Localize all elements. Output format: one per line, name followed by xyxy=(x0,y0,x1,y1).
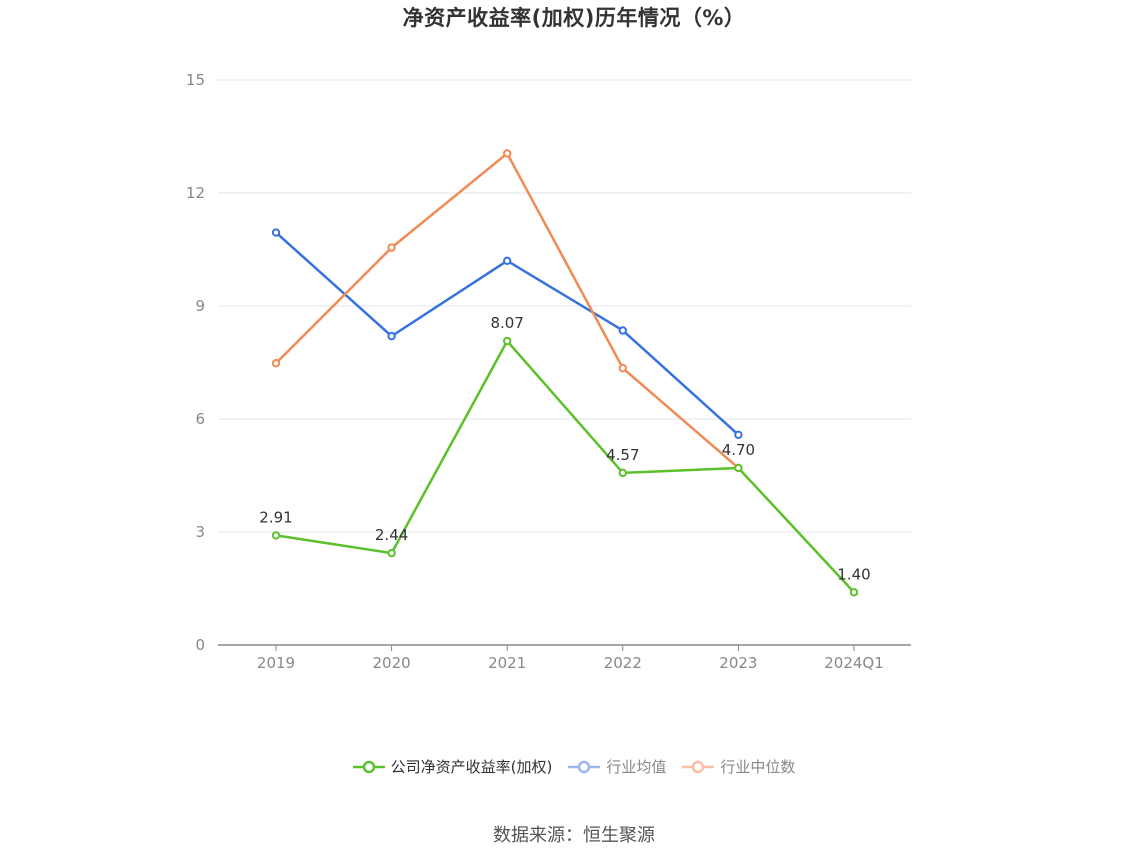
x-tick-label: 2022 xyxy=(604,654,642,672)
x-tick-label: 2023 xyxy=(719,654,757,672)
series-line xyxy=(275,152,740,469)
data-point xyxy=(618,363,627,373)
data-point xyxy=(387,331,396,341)
data-label: 4.57 xyxy=(606,446,639,464)
data-label: 8.07 xyxy=(490,314,523,332)
data-point xyxy=(618,468,627,478)
data-point xyxy=(618,326,627,335)
y-tick-label: 15 xyxy=(186,71,205,89)
x-tick-label: 2020 xyxy=(373,654,411,672)
data-label: 4.70 xyxy=(722,441,755,459)
legend-item-industry-mean[interactable]: 行业均值 xyxy=(568,756,666,777)
data-label: 1.40 xyxy=(837,565,870,583)
x-tick-label: 2024Q1 xyxy=(824,654,884,672)
legend-line-marker-icon xyxy=(568,760,601,773)
y-tick-label: 9 xyxy=(195,297,205,315)
y-tick-label: 3 xyxy=(195,523,205,541)
legend-item-industry-median[interactable]: 行业中位数 xyxy=(682,756,795,777)
x-tick-label: 2019 xyxy=(257,654,295,672)
data-point xyxy=(271,359,281,368)
y-tick-label: 0 xyxy=(195,636,205,654)
legend-line-marker-icon xyxy=(352,760,385,773)
data-point xyxy=(271,531,281,540)
data-label: 2.44 xyxy=(375,526,408,544)
data-point xyxy=(734,430,743,440)
series-line xyxy=(275,339,855,594)
y-tick-label: 6 xyxy=(195,410,205,428)
legend-item-company[interactable]: 公司净资产收益率(加权) xyxy=(352,756,553,777)
data-point xyxy=(503,336,512,346)
chart-title: 净资产收益率(加权)历年情况（%） xyxy=(402,6,746,30)
x-tick-label: 2021 xyxy=(488,654,526,672)
legend: 公司净资产收益率(加权) 行业均值 行业中位数 xyxy=(0,756,1148,777)
legend-line-marker-icon xyxy=(682,760,715,773)
data-point xyxy=(387,243,396,252)
legend-label: 行业中位数 xyxy=(720,758,796,776)
data-point xyxy=(271,228,281,237)
legend-label: 公司净资产收益率(加权) xyxy=(390,758,553,776)
data-point xyxy=(387,548,396,558)
data-source-note: 数据来源：恒生聚源 xyxy=(493,825,655,846)
y-tick-label: 12 xyxy=(186,184,205,202)
data-point xyxy=(503,256,512,265)
legend-label: 行业均值 xyxy=(606,758,667,776)
data-label: 2.91 xyxy=(259,508,292,526)
data-point xyxy=(734,463,743,473)
data-point xyxy=(849,588,859,597)
data-point xyxy=(503,149,512,158)
